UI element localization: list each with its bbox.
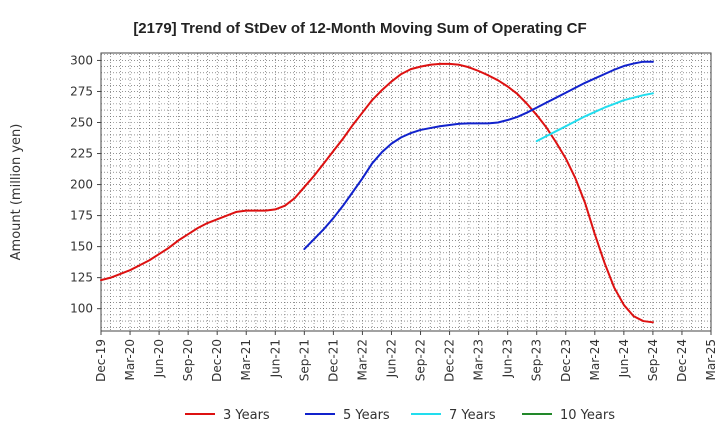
series-line-5-years	[303, 60, 654, 251]
y-tick-label: 300	[70, 53, 93, 67]
y-axis-label: Amount (million yen)	[9, 124, 24, 261]
x-tick-label: Dec-19	[94, 339, 108, 382]
legend-label-10-years: 10 Years	[560, 408, 615, 423]
y-tick-label: 250	[70, 116, 93, 130]
x-tick-label: Dec-20	[210, 339, 224, 382]
y-tick-label: 175	[70, 209, 93, 223]
x-tick-label: Sep-22	[414, 339, 428, 381]
series-line-7-years	[535, 92, 654, 143]
x-tick-label: Dec-22	[443, 339, 457, 382]
x-tick-label: Mar-23	[472, 339, 486, 380]
y-tick-label: 275	[70, 84, 93, 98]
x-tick-label: Sep-20	[181, 339, 195, 381]
plot-frame	[100, 52, 712, 332]
x-tick-label: Sep-24	[646, 339, 660, 381]
y-tick-label: 225	[70, 147, 93, 161]
x-tick-label: Dec-21	[326, 339, 340, 382]
gridlines	[100, 53, 712, 331]
x-tick-label: Dec-24	[675, 339, 689, 382]
x-tick-label: Jun-23	[501, 339, 515, 378]
x-tick-label: Sep-21	[297, 339, 311, 381]
x-tick-label: Mar-22	[355, 339, 369, 380]
x-tick-label: Jun-22	[384, 339, 398, 378]
legend-label-3-years: 3 Years	[223, 408, 270, 423]
x-tick-label: Jun-24	[617, 339, 631, 378]
series-line-3-years	[100, 62, 654, 324]
x-tick-label: Jun-21	[268, 339, 282, 378]
x-tick-label: Sep-23	[530, 339, 544, 381]
legend: 3 Years 5 Years 7 Years 10 Years	[185, 408, 615, 423]
y-tick-label: 125	[70, 271, 93, 285]
y-tick-label: 150	[70, 240, 93, 254]
x-tick-label: Dec-23	[559, 339, 573, 382]
y-tick-label: 100	[70, 302, 93, 316]
legend-label-7-years: 7 Years	[449, 408, 496, 423]
chart-title: [2179] Trend of StDev of 12-Month Moving…	[133, 20, 586, 37]
x-tick-label: Mar-24	[588, 339, 602, 380]
y-tick-label: 200	[70, 178, 93, 192]
axes: 100 125 150 175 200 225 250 275 300 Dec-19 Mar-20 J…	[70, 52, 718, 382]
x-tick-label: Mar-21	[239, 339, 253, 380]
x-tick-label: Jun-20	[152, 339, 166, 378]
x-tick-label: Mar-20	[123, 339, 137, 380]
series-layer	[100, 60, 654, 324]
x-tick-label: Mar-25	[704, 339, 718, 380]
legend-label-5-years: 5 Years	[343, 408, 390, 423]
